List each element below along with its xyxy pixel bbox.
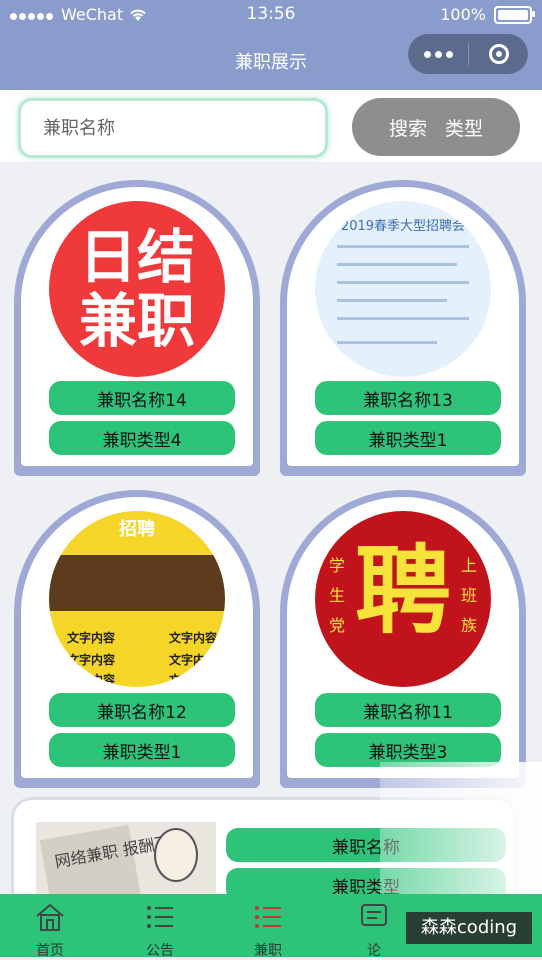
nav-bar: 兼职展示	[0, 30, 542, 90]
list-icon	[251, 900, 285, 934]
image-text: 2019春季大型招聘会	[340, 219, 466, 234]
image-text: 招聘	[119, 519, 155, 540]
image-text: 兼职	[78, 287, 195, 355]
search-input[interactable]	[18, 98, 328, 158]
job-name-pill[interactable]: 兼职名称14	[49, 381, 235, 415]
image-line	[337, 245, 469, 248]
card-body: 学生党 聘 上班族 兼职名称11 兼职类型3	[287, 497, 519, 778]
job-image: 招聘 文字内容 文字内容 文字内容 文字内容 文字内容 文字内容	[49, 511, 225, 687]
image-band	[49, 555, 225, 611]
job-image: 学生党 聘 上班族	[315, 511, 491, 687]
close-mini-program-button[interactable]	[469, 44, 528, 64]
battery-percent: 100%	[440, 5, 486, 24]
search-type-button[interactable]: 搜索 类型	[352, 98, 520, 156]
home-icon	[33, 900, 67, 934]
image-text: 聘	[355, 535, 451, 647]
capsule-divider	[468, 43, 469, 65]
job-card[interactable]: 学生党 聘 上班族 兼职名称11 兼职类型3	[280, 490, 526, 788]
image-line	[337, 281, 469, 284]
image-text: 日结	[78, 223, 195, 291]
job-card[interactable]: 日结 兼职 兼职名称14 兼职类型4	[14, 180, 260, 476]
mini-program-capsule	[408, 34, 528, 74]
image-text-row: 文字内容 文字内容	[67, 631, 217, 645]
search-button-label: 搜索	[388, 117, 427, 140]
image-text: 学生党	[329, 556, 346, 635]
job-card[interactable]: 招聘 文字内容 文字内容 文字内容 文字内容 文字内容 文字内容 兼职名称12 兼职类…	[14, 490, 260, 788]
card-body: 2019春季大型招聘会 兼职名称13 兼职类型1	[287, 187, 519, 466]
image-figure	[154, 828, 198, 882]
image-line	[337, 317, 469, 320]
tab-label: 论	[367, 943, 381, 959]
job-type-pill[interactable]: 兼职类型1	[315, 421, 501, 455]
image-text-row: 文字内容 文字内容	[67, 673, 217, 687]
tab-forum[interactable]: 论	[334, 900, 414, 960]
tab-notice[interactable]: 公告	[120, 900, 200, 960]
forum-icon	[357, 900, 391, 934]
page-title: 兼职展示	[235, 52, 307, 73]
tab-jobs[interactable]: 兼职	[228, 900, 308, 960]
status-right: 100%	[440, 5, 535, 24]
type-button-label: 类型	[445, 117, 484, 140]
job-type-pill[interactable]: 兼职类型3	[315, 733, 501, 767]
tab-home[interactable]: 首页	[10, 900, 90, 960]
job-image: 2019春季大型招聘会	[315, 201, 491, 377]
search-bar: 搜索 类型	[0, 90, 542, 162]
job-type-pill[interactable]: 兼职类型4	[49, 421, 235, 455]
wifi-icon	[130, 9, 146, 21]
image-line	[337, 341, 437, 344]
job-card[interactable]: 2019春季大型招聘会 兼职名称13 兼职类型1	[280, 180, 526, 476]
image-line	[337, 263, 457, 266]
job-name-pill[interactable]: 兼职名称12	[49, 693, 235, 727]
image-text: 上班族	[461, 556, 478, 635]
target-icon	[488, 44, 509, 64]
job-name-pill[interactable]: 兼职名称13	[315, 381, 501, 415]
tab-label: 兼职	[254, 943, 282, 959]
image-line	[337, 299, 447, 302]
status-left: WeChat	[10, 5, 147, 24]
image-text-row: 文字内容 文字内容	[67, 653, 217, 667]
battery-icon	[494, 5, 535, 24]
signal-icon	[10, 5, 55, 24]
carrier-label: WeChat	[61, 5, 124, 24]
tab-label: 公告	[146, 943, 174, 959]
screen-glare	[380, 762, 542, 902]
watermark: 森森coding	[406, 912, 532, 944]
card-body: 日结 兼职 兼职名称14 兼职类型4	[21, 187, 253, 466]
clock: 13:56	[246, 4, 296, 24]
job-type-pill[interactable]: 兼职类型1	[49, 733, 235, 767]
tab-label: 首页	[36, 943, 64, 959]
job-name-pill[interactable]: 兼职名称11	[315, 693, 501, 727]
more-icon[interactable]	[408, 50, 468, 58]
notice-icon	[143, 900, 177, 934]
status-bar: WeChat 13:56 100%	[0, 0, 542, 30]
card-body: 招聘 文字内容 文字内容 文字内容 文字内容 文字内容 文字内容 兼职名称12 兼职类…	[21, 497, 253, 778]
job-image: 日结 兼职	[49, 201, 225, 377]
